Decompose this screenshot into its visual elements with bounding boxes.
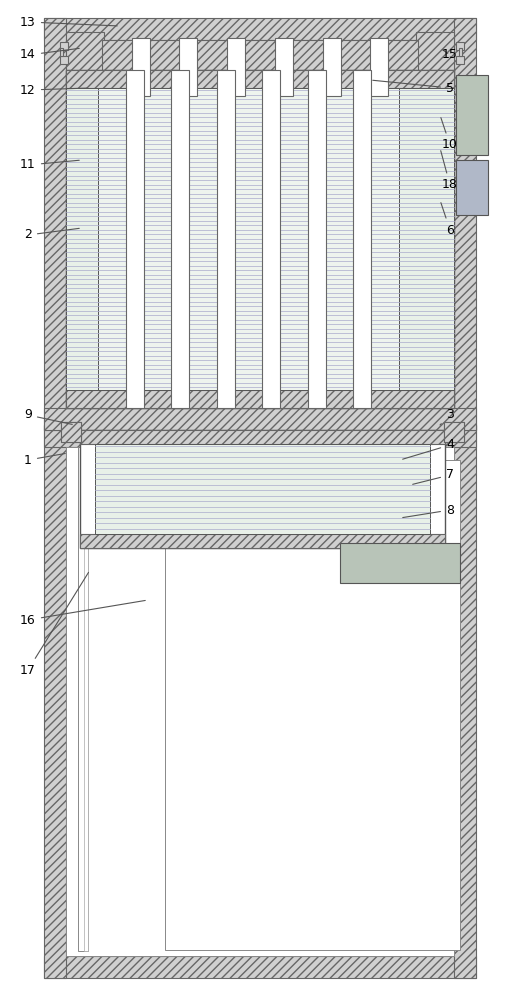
Text: 2: 2 xyxy=(24,228,79,241)
Bar xyxy=(456,56,464,64)
Bar xyxy=(102,40,418,70)
Bar xyxy=(399,88,454,390)
Bar xyxy=(456,75,488,155)
Bar xyxy=(66,70,454,408)
Bar xyxy=(44,956,476,978)
Bar xyxy=(66,32,104,78)
Bar xyxy=(323,38,341,96)
Bar xyxy=(60,42,68,50)
Bar xyxy=(454,425,476,978)
Text: 4: 4 xyxy=(402,438,454,459)
Bar xyxy=(227,38,245,96)
Text: 16: 16 xyxy=(20,600,145,626)
Text: 6: 6 xyxy=(441,203,454,236)
Text: 11: 11 xyxy=(20,158,79,172)
Bar xyxy=(454,18,476,430)
Bar xyxy=(456,42,464,50)
Bar xyxy=(44,425,476,447)
Bar xyxy=(66,88,98,390)
Text: 3: 3 xyxy=(440,408,454,425)
Bar xyxy=(132,38,150,96)
Bar xyxy=(60,56,68,64)
Text: 14: 14 xyxy=(20,48,79,62)
Text: 15: 15 xyxy=(442,48,458,62)
Bar xyxy=(165,460,460,950)
Bar xyxy=(66,390,454,408)
Bar xyxy=(340,543,460,583)
Text: 8: 8 xyxy=(403,504,454,518)
Text: 10: 10 xyxy=(441,118,458,151)
Bar xyxy=(95,444,430,534)
Bar xyxy=(459,48,462,56)
Text: 5: 5 xyxy=(373,80,454,95)
Bar xyxy=(84,447,88,951)
Bar xyxy=(61,422,81,442)
Text: 9: 9 xyxy=(24,408,72,424)
Bar xyxy=(61,422,81,442)
Bar xyxy=(44,18,66,430)
Bar xyxy=(44,18,476,40)
Bar xyxy=(80,430,445,444)
Bar xyxy=(444,422,464,442)
Bar xyxy=(262,70,280,408)
Bar xyxy=(171,70,189,408)
Text: 17: 17 xyxy=(20,572,88,676)
Bar xyxy=(44,408,476,430)
Text: 1: 1 xyxy=(24,453,65,466)
Bar xyxy=(78,447,88,951)
Text: 13: 13 xyxy=(20,15,117,28)
Bar xyxy=(444,422,464,442)
Bar xyxy=(456,160,488,215)
Bar xyxy=(217,70,235,408)
Bar xyxy=(98,88,399,390)
Bar xyxy=(80,430,445,548)
Bar xyxy=(354,70,372,408)
Bar xyxy=(80,534,445,548)
Bar xyxy=(308,70,326,408)
Bar xyxy=(44,425,66,978)
Bar xyxy=(275,38,293,96)
Bar xyxy=(125,70,143,408)
Bar xyxy=(66,70,454,88)
Bar xyxy=(179,38,197,96)
Bar xyxy=(66,447,454,956)
Bar xyxy=(416,32,454,78)
Text: 7: 7 xyxy=(413,468,454,484)
Bar xyxy=(370,38,388,96)
Text: 18: 18 xyxy=(440,151,458,192)
Bar xyxy=(60,48,63,56)
Text: 12: 12 xyxy=(20,84,87,97)
